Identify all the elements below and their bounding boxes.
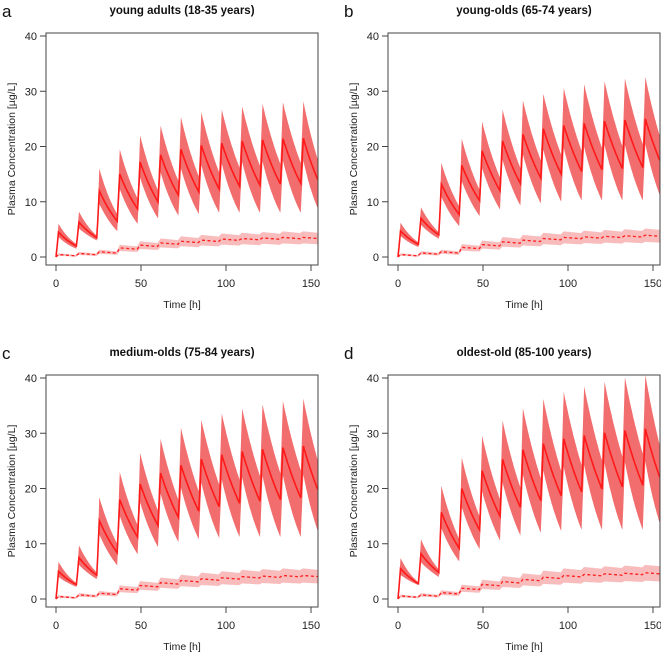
y-tick-label: 10 xyxy=(367,197,379,209)
panel-letter: d xyxy=(344,344,353,363)
secondary-interval-band xyxy=(56,231,318,257)
panel-d: 0 10 20 30 40 0 50 100 150 Time [h] Plasma Concent… xyxy=(344,344,661,653)
y-tick-label: 30 xyxy=(25,86,37,98)
x-tick-label: 50 xyxy=(477,620,489,632)
plot-frame xyxy=(45,32,319,266)
concentration-interval-band xyxy=(56,398,318,599)
panel-title: oldest-old (85-100 years) xyxy=(457,347,592,359)
plot-frame xyxy=(45,374,319,608)
x-axis-label: Time [h] xyxy=(163,641,201,653)
concentration-interval-band xyxy=(56,101,318,257)
secondary-median-dashed-line xyxy=(55,574,318,600)
secondary-interval-band xyxy=(398,564,660,599)
y-tick-label: 0 xyxy=(31,252,37,264)
x-tick-label: 150 xyxy=(302,278,320,290)
median-concentration-line xyxy=(55,445,319,600)
x-tick-label: 0 xyxy=(53,278,59,290)
x-tick-label: 50 xyxy=(135,278,147,290)
x-tick-label: 100 xyxy=(559,278,577,290)
x-tick-label: 100 xyxy=(559,620,577,632)
y-tick-label: 10 xyxy=(367,539,379,551)
panel-a: 0 10 20 30 40 0 50 100 150 Time [h] Plasma Concent… xyxy=(2,2,348,311)
y-axis-label: Plasma Concentration [µg/L] xyxy=(6,83,18,216)
y-tick-label: 0 xyxy=(373,594,379,606)
plot-frame xyxy=(387,374,661,608)
plot-frame xyxy=(387,32,661,266)
x-axis-label: Time [h] xyxy=(505,641,543,653)
y-tick-label: 20 xyxy=(25,142,37,154)
x-tick-label: 50 xyxy=(477,278,489,290)
x-tick-label: 100 xyxy=(217,278,235,290)
secondary-median-dashed-line xyxy=(55,236,318,258)
concentration-interval-band xyxy=(398,76,660,258)
y-tick-label: 10 xyxy=(25,197,37,209)
x-tick-label: 50 xyxy=(135,620,147,632)
x-tick-label: 0 xyxy=(53,620,59,632)
x-tick-label: 150 xyxy=(302,620,320,632)
y-tick-label: 40 xyxy=(367,31,379,43)
panel-title: young adults (18-35 years) xyxy=(109,5,254,17)
y-tick-label: 20 xyxy=(367,484,379,496)
y-tick-label: 30 xyxy=(367,86,379,98)
panel-title: medium-olds (75-84 years) xyxy=(109,347,254,359)
median-concentration-line xyxy=(55,137,319,258)
clip-mask xyxy=(318,31,348,267)
clip-mask xyxy=(318,373,348,609)
y-tick-label: 30 xyxy=(25,428,37,440)
y-tick-label: 20 xyxy=(25,484,37,496)
panel-letter: c xyxy=(2,344,11,363)
panel-title: young-olds (65-74 years) xyxy=(456,5,592,17)
y-tick-label: 40 xyxy=(367,373,379,385)
panel-c: 0 10 20 30 40 0 50 100 150 Time [h] Plasma Concent… xyxy=(2,344,348,653)
x-tick-label: 150 xyxy=(644,620,661,632)
y-tick-label: 40 xyxy=(25,373,37,385)
concentration-interval-band xyxy=(398,374,660,599)
y-axis-label: Plasma Concentration [µg/L] xyxy=(6,425,18,558)
panel-letter: b xyxy=(344,2,353,21)
x-tick-label: 0 xyxy=(395,620,401,632)
y-tick-label: 30 xyxy=(367,428,379,440)
x-axis-label: Time [h] xyxy=(505,299,543,311)
y-tick-label: 0 xyxy=(31,594,37,606)
y-tick-label: 10 xyxy=(25,539,37,551)
x-tick-label: 100 xyxy=(217,620,235,632)
y-tick-label: 20 xyxy=(367,142,379,154)
y-axis-label: Plasma Concentration [µg/L] xyxy=(348,83,360,216)
secondary-interval-band xyxy=(398,228,660,257)
x-tick-label: 0 xyxy=(395,278,401,290)
y-axis-label: Plasma Concentration [µg/L] xyxy=(348,425,360,558)
secondary-median-dashed-line xyxy=(397,234,660,258)
secondary-interval-band xyxy=(56,568,318,599)
x-axis-label: Time [h] xyxy=(163,299,201,311)
y-tick-label: 0 xyxy=(373,252,379,264)
secondary-median-dashed-line xyxy=(397,572,660,600)
median-concentration-line xyxy=(397,428,661,600)
panel-b: 0 10 20 30 40 0 50 100 150 Time [h] Plasma Concent… xyxy=(344,2,661,311)
x-tick-label: 150 xyxy=(644,278,661,290)
y-tick-label: 40 xyxy=(25,31,37,43)
panel-letter: a xyxy=(2,2,12,21)
median-concentration-line xyxy=(397,118,661,258)
